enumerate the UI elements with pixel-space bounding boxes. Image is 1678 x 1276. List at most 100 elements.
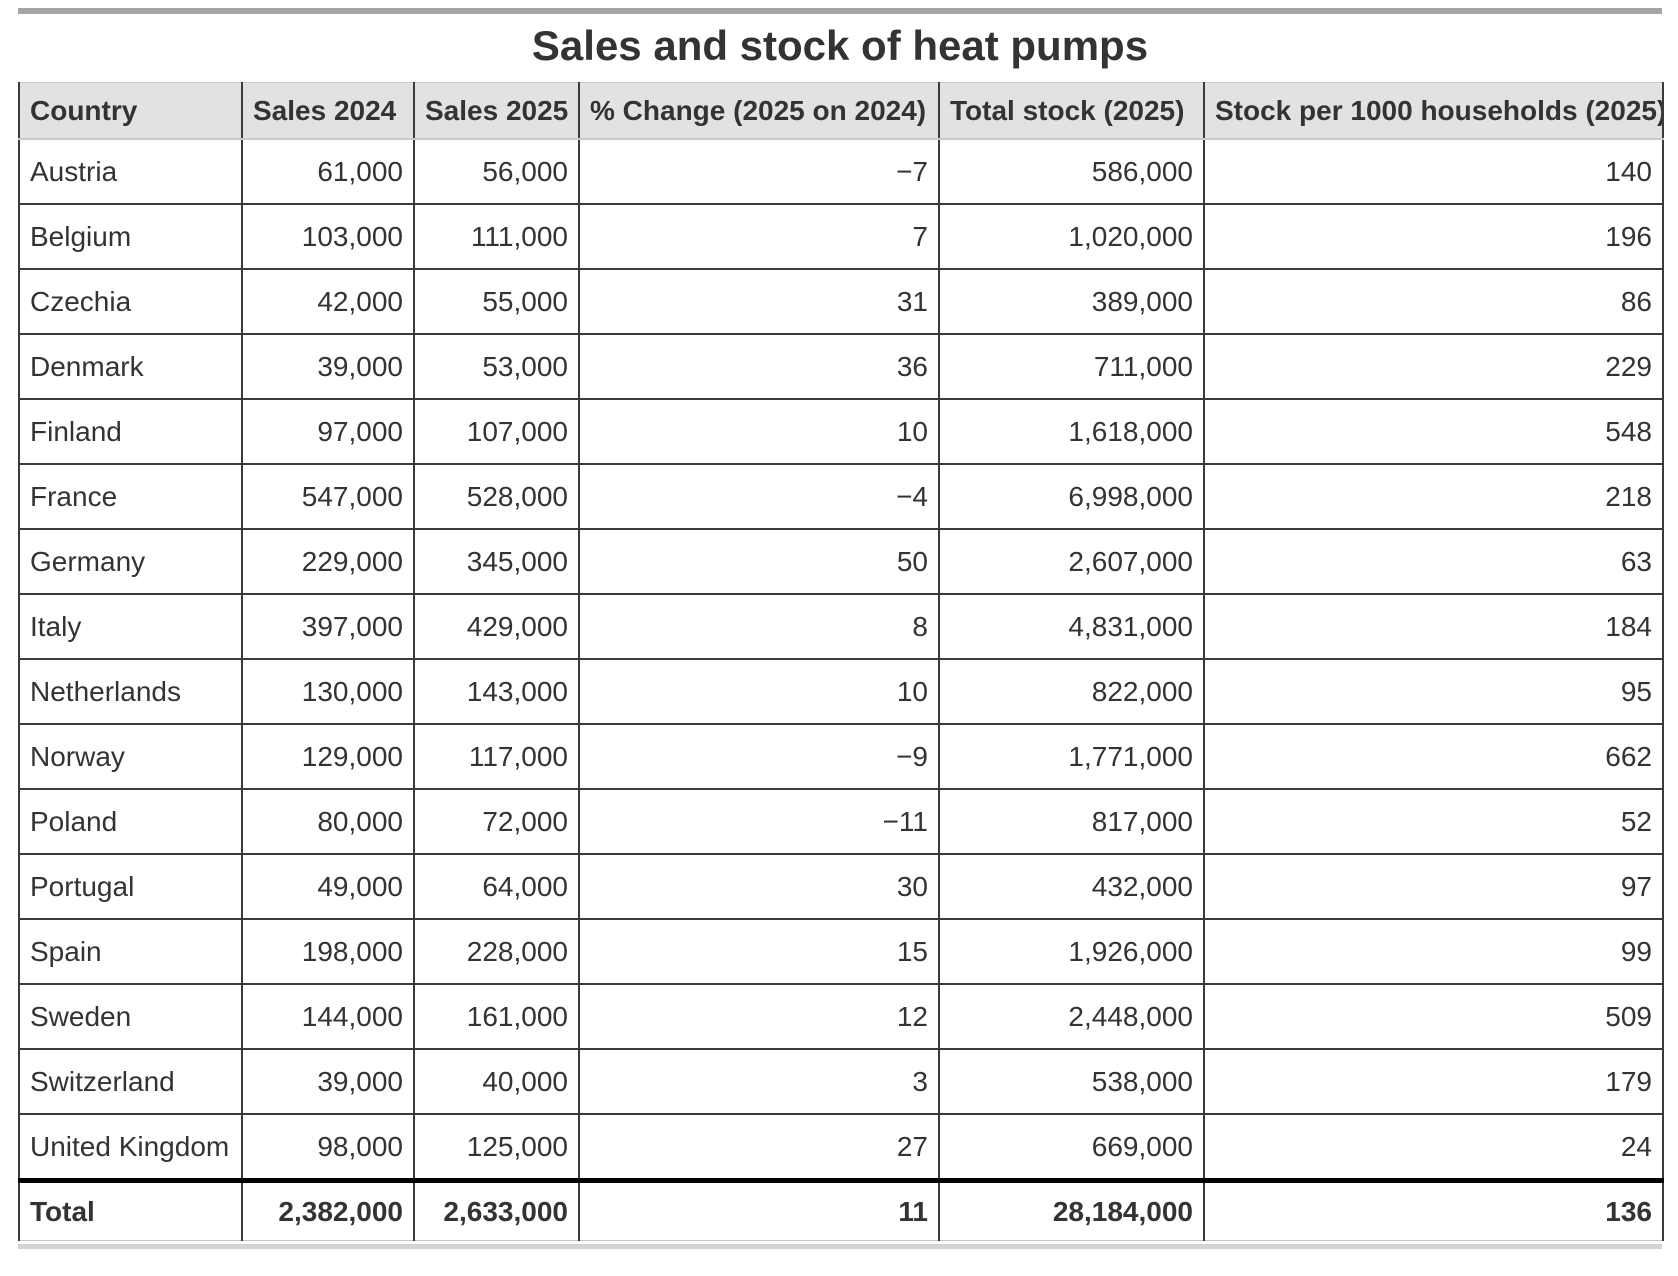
- cell-total-stock: 6,998,000: [938, 463, 1205, 530]
- cell-country: Austria: [18, 138, 243, 205]
- cell-sales-2024: 129,000: [241, 723, 415, 790]
- column-header-stock-per-1000: Stock per 1000 households (2025): [1203, 82, 1664, 140]
- cell-pct-change: −9: [578, 723, 940, 790]
- cell-stock-per-1000: 140: [1203, 138, 1664, 205]
- column-header-total-stock: Total stock (2025): [938, 82, 1205, 140]
- cell-sales-2024: 198,000: [241, 918, 415, 985]
- cell-stock-per-1000: 184: [1203, 593, 1664, 660]
- table-row: Belgium 103,000 111,000 7 1,020,000 196: [18, 203, 1664, 270]
- cell-country: Italy: [18, 593, 243, 660]
- cell-total-stock: 586,000: [938, 138, 1205, 205]
- cell-pct-change: −4: [578, 463, 940, 530]
- bottom-rule: [18, 1244, 1662, 1249]
- cell-sales-2025: 107,000: [413, 398, 580, 465]
- cell-country: Spain: [18, 918, 243, 985]
- cell-total-sales-2025: 2,633,000: [413, 1178, 580, 1241]
- cell-stock-per-1000: 229: [1203, 333, 1664, 400]
- cell-total-stock: 817,000: [938, 788, 1205, 855]
- cell-total-stock: 4,831,000: [938, 593, 1205, 660]
- column-header-pct-change: % Change (2025 on 2024): [578, 82, 940, 140]
- cell-sales-2025: 64,000: [413, 853, 580, 920]
- cell-country: Germany: [18, 528, 243, 595]
- cell-stock-per-1000: 662: [1203, 723, 1664, 790]
- cell-sales-2025: 228,000: [413, 918, 580, 985]
- cell-pct-change: 7: [578, 203, 940, 270]
- cell-sales-2024: 397,000: [241, 593, 415, 660]
- page-title: Sales and stock of heat pumps: [531, 22, 1149, 69]
- cell-total-stock: 538,000: [938, 1048, 1205, 1115]
- cell-country: Sweden: [18, 983, 243, 1050]
- table-row: France 547,000 528,000 −4 6,998,000 218: [18, 463, 1664, 530]
- cell-country: France: [18, 463, 243, 530]
- cell-sales-2025: 429,000: [413, 593, 580, 660]
- cell-sales-2025: 143,000: [413, 658, 580, 725]
- cell-total-stock: 1,771,000: [938, 723, 1205, 790]
- table-row: Sweden 144,000 161,000 12 2,448,000 509: [18, 983, 1664, 1050]
- column-header-sales-2024: Sales 2024: [241, 82, 415, 140]
- cell-total-stock: 822,000: [938, 658, 1205, 725]
- cell-total-stock: 711,000: [938, 333, 1205, 400]
- cell-total-label: Total: [18, 1178, 243, 1241]
- cell-sales-2024: 144,000: [241, 983, 415, 1050]
- cell-country: United Kingdom: [18, 1113, 243, 1182]
- cell-country: Norway: [18, 723, 243, 790]
- cell-total-stock: 1,618,000: [938, 398, 1205, 465]
- cell-stock-per-1000: 97: [1203, 853, 1664, 920]
- cell-total-sales-2024: 2,382,000: [241, 1178, 415, 1241]
- cell-total-stock: 2,448,000: [938, 983, 1205, 1050]
- cell-pct-change: 12: [578, 983, 940, 1050]
- cell-country: Denmark: [18, 333, 243, 400]
- table-footer: Total 2,382,000 2,633,000 11 28,184,000 …: [18, 1178, 1664, 1241]
- cell-stock-per-1000: 196: [1203, 203, 1664, 270]
- cell-sales-2025: 125,000: [413, 1113, 580, 1182]
- cell-stock-per-1000: 509: [1203, 983, 1664, 1050]
- total-row: Total 2,382,000 2,633,000 11 28,184,000 …: [18, 1178, 1664, 1241]
- cell-total-stock-per-1000: 136: [1203, 1178, 1664, 1241]
- cell-sales-2025: 111,000: [413, 203, 580, 270]
- cell-sales-2024: 229,000: [241, 528, 415, 595]
- cell-sales-2024: 80,000: [241, 788, 415, 855]
- cell-pct-change: 15: [578, 918, 940, 985]
- table-row: Denmark 39,000 53,000 36 711,000 229: [18, 333, 1664, 400]
- cell-sales-2025: 117,000: [413, 723, 580, 790]
- top-rule: [18, 8, 1662, 14]
- cell-country: Czechia: [18, 268, 243, 335]
- cell-stock-per-1000: 52: [1203, 788, 1664, 855]
- cell-pct-change: −11: [578, 788, 940, 855]
- table-row: Spain 198,000 228,000 15 1,926,000 99: [18, 918, 1664, 985]
- heat-pump-table: Country Sales 2024 Sales 2025 % Change (…: [18, 82, 1664, 1241]
- cell-total-stock: 1,926,000: [938, 918, 1205, 985]
- cell-sales-2025: 55,000: [413, 268, 580, 335]
- column-header-sales-2025: Sales 2025: [413, 82, 580, 140]
- cell-country: Switzerland: [18, 1048, 243, 1115]
- cell-sales-2024: 103,000: [241, 203, 415, 270]
- cell-total-stock: 669,000: [938, 1113, 1205, 1182]
- cell-country: Poland: [18, 788, 243, 855]
- cell-total-stock: 1,020,000: [938, 203, 1205, 270]
- table-body: Austria 61,000 56,000 −7 586,000 140 Belgium 10…: [18, 138, 1664, 1182]
- table-row: Norway 129,000 117,000 −9 1,771,000 662: [18, 723, 1664, 790]
- cell-total-total-stock: 28,184,000: [938, 1178, 1205, 1241]
- cell-stock-per-1000: 24: [1203, 1113, 1664, 1182]
- cell-sales-2024: 98,000: [241, 1113, 415, 1182]
- cell-stock-per-1000: 548: [1203, 398, 1664, 465]
- cell-total-stock: 2,607,000: [938, 528, 1205, 595]
- table-row: Germany 229,000 345,000 50 2,607,000 63: [18, 528, 1664, 595]
- cell-sales-2025: 528,000: [413, 463, 580, 530]
- cell-sales-2024: 39,000: [241, 333, 415, 400]
- cell-pct-change: 10: [578, 398, 940, 465]
- cell-sales-2025: 56,000: [413, 138, 580, 205]
- table-row: Italy 397,000 429,000 8 4,831,000 184: [18, 593, 1664, 660]
- table-header: Country Sales 2024 Sales 2025 % Change (…: [18, 82, 1664, 140]
- cell-sales-2024: 49,000: [241, 853, 415, 920]
- cell-sales-2025: 161,000: [413, 983, 580, 1050]
- table-row: Austria 61,000 56,000 −7 586,000 140: [18, 138, 1664, 205]
- cell-total-pct-change: 11: [578, 1178, 940, 1241]
- cell-stock-per-1000: 99: [1203, 918, 1664, 985]
- table-row: Portugal 49,000 64,000 30 432,000 97: [18, 853, 1664, 920]
- table-row: Czechia 42,000 55,000 31 389,000 86: [18, 268, 1664, 335]
- cell-country: Belgium: [18, 203, 243, 270]
- cell-pct-change: 3: [578, 1048, 940, 1115]
- cell-pct-change: 8: [578, 593, 940, 660]
- table-row: Netherlands 130,000 143,000 10 822,000 95: [18, 658, 1664, 725]
